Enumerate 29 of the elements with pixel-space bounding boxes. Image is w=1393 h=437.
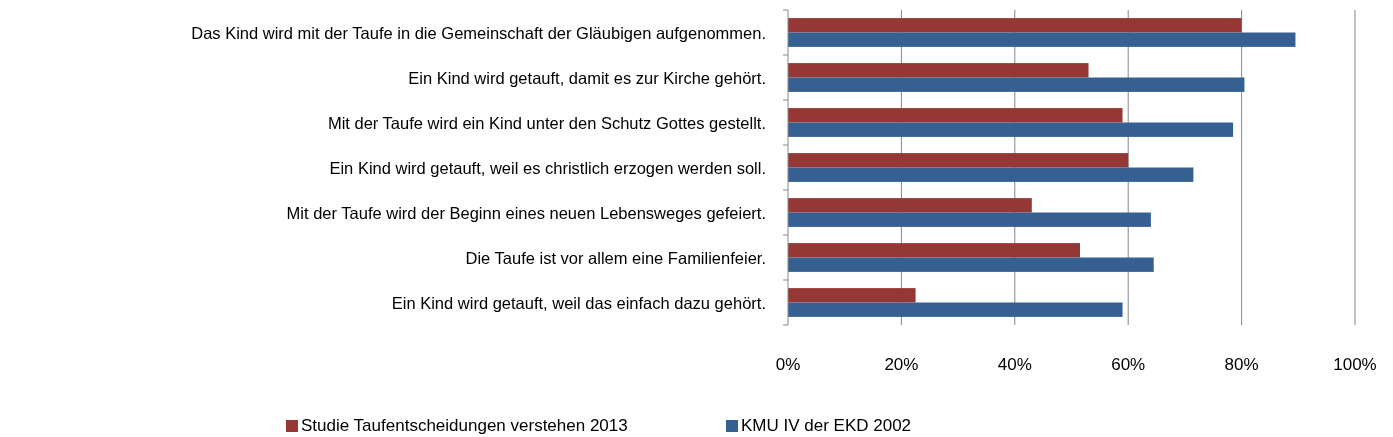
legend-label: KMU IV der EKD 2002: [741, 416, 912, 435]
legend-label: Studie Taufentscheidungen verstehen 2013: [301, 416, 628, 435]
y-tick-label: Ein Kind wird getauft, weil das einfach dazu gehört.: [391, 293, 766, 312]
bar: [788, 153, 1129, 168]
x-tick-label: 40%: [997, 355, 1032, 374]
bar: [788, 257, 1154, 272]
x-tick-label: 20%: [884, 355, 919, 374]
bar: [788, 18, 1242, 33]
y-tick-label: Ein Kind wird getauft, weil es christlich erzogen werden soll.: [329, 158, 766, 177]
x-tick-label: 60%: [1111, 355, 1146, 374]
bar: [788, 302, 1123, 317]
bar: [788, 288, 916, 303]
bar: [788, 212, 1151, 227]
bar: [788, 63, 1089, 78]
bar: [788, 122, 1234, 137]
y-tick-label: Das Kind wird mit der Taufe in die Gemeinschaft der Gläubigen aufgenommen.: [191, 23, 766, 42]
y-tick-label: Mit der Taufe wird der Beginn eines neuen Lebensweges gefeiert.: [286, 203, 766, 222]
x-tick-label: 80%: [1224, 355, 1259, 374]
bar: [788, 243, 1081, 258]
y-tick-label: Mit der Taufe wird ein Kind unter den Schutz Gottes gestellt.: [327, 113, 766, 132]
y-tick-label: Die Taufe ist vor allem eine Familienfeier.: [465, 248, 766, 267]
bar: [788, 167, 1194, 182]
x-tick-label: 0%: [775, 355, 801, 374]
bar: [788, 198, 1032, 213]
x-tick-label: 100%: [1333, 355, 1377, 374]
bar: [788, 108, 1123, 123]
bar: [788, 77, 1245, 92]
y-tick-label: Ein Kind wird getauft, damit es zur Kirche gehört.: [408, 68, 766, 87]
bar: [788, 32, 1296, 47]
